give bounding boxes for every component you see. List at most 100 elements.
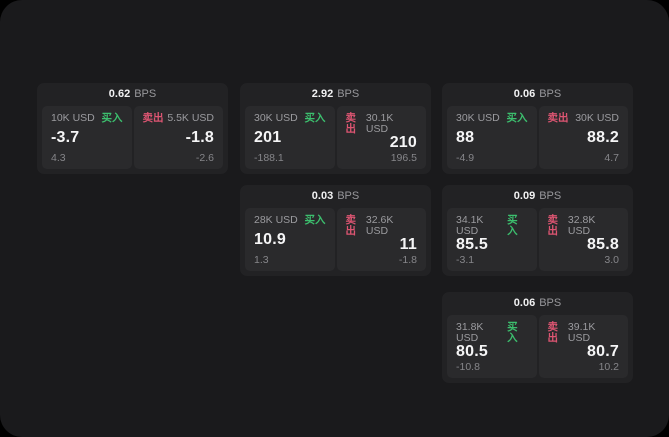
- buy-label: 买入: [101, 112, 123, 124]
- buy-price: 85.5: [456, 236, 488, 254]
- sell-label: 卖出: [345, 214, 357, 237]
- sell-labels-row: 卖出 32.8K USD: [548, 215, 620, 236]
- buy-label: 买入: [304, 112, 326, 124]
- buy-size: 30K USD: [254, 112, 298, 124]
- sell-label: 卖出: [547, 321, 559, 344]
- bps-value: 0.06: [513, 88, 536, 100]
- sell-size: 5.5K USD: [167, 112, 214, 124]
- card-header: 0.06 BPS: [442, 83, 633, 106]
- quote-panels: 31.8K USD 买入 80.5 -10.8 卖出 39.1K USD 80.…: [442, 315, 633, 383]
- buy-label: 买入: [304, 214, 326, 226]
- bps-value: 0.09: [513, 190, 536, 202]
- sell-price: 80.7: [587, 343, 619, 361]
- buy-size: 30K USD: [456, 112, 500, 124]
- sell-labels-row: 卖出 39.1K USD: [548, 322, 620, 343]
- sell-labels-row: 卖出 32.6K USD: [346, 215, 418, 236]
- buy-size: 34.1K USD: [456, 214, 484, 237]
- card-header: 0.62 BPS: [37, 83, 228, 106]
- sell-change: -1.8: [398, 253, 417, 266]
- buy-label: 买入: [507, 321, 518, 344]
- bps-unit-label: BPS: [337, 88, 360, 100]
- sell-size: 32.6K USD: [365, 214, 394, 237]
- quote-panels: 30K USD 买入 88 -4.9 卖出 30K USD 88.2 4.7: [442, 106, 633, 174]
- buy-labels-row: 34.1K USD 买入: [456, 215, 528, 236]
- quote-card: 0.62 BPS 10K USD 买入 -3.7 4.3 卖出 5.5K USD: [37, 83, 228, 174]
- card-header: 0.03 BPS: [240, 185, 431, 208]
- sell-price: 85.8: [587, 236, 619, 254]
- card-header: 2.92 BPS: [240, 83, 431, 106]
- buy-price: 201: [254, 129, 282, 146]
- bps-unit-label: BPS: [134, 88, 157, 100]
- bps-value: 0.03: [311, 190, 334, 202]
- buy-labels-row: 31.8K USD 买入: [456, 322, 528, 343]
- sell-label: 卖出: [547, 214, 559, 237]
- buy-labels-row: 28K USD 买入: [254, 215, 326, 226]
- sell-panel[interactable]: 卖出 30.1K USD 210 196.5: [336, 106, 426, 169]
- buy-change: -3.1: [456, 253, 475, 266]
- sell-labels-row: 卖出 30.1K USD: [346, 113, 418, 134]
- buy-labels-row: 30K USD 买入: [456, 113, 528, 124]
- sell-size: 30K USD: [575, 112, 619, 124]
- sell-labels-row: 卖出 30K USD: [548, 113, 620, 124]
- buy-panel[interactable]: 10K USD 买入 -3.7 4.3: [42, 106, 132, 169]
- buy-price: 88: [456, 129, 475, 146]
- buy-panel[interactable]: 30K USD 买入 201 -188.1: [245, 106, 335, 169]
- sell-price: 88.2: [587, 129, 619, 146]
- sell-label: 卖出: [345, 112, 357, 135]
- sell-panel[interactable]: 卖出 5.5K USD -1.8 -2.6: [133, 106, 223, 169]
- quote-panels: 30K USD 买入 201 -188.1 卖出 30.1K USD 210 1…: [240, 106, 431, 174]
- quote-card: 0.06 BPS 31.8K USD 买入 80.5 -10.8 卖出 39.1…: [442, 292, 633, 383]
- bps-unit-label: BPS: [539, 297, 562, 309]
- sell-labels-row: 卖出 5.5K USD: [143, 113, 215, 124]
- card-header: 0.06 BPS: [442, 292, 633, 315]
- buy-label: 买入: [506, 112, 528, 124]
- buy-change: 4.3: [51, 151, 66, 164]
- bps-value: 0.62: [108, 88, 131, 100]
- sell-price: 11: [399, 236, 417, 254]
- sell-size: 39.1K USD: [567, 321, 596, 344]
- quote-panels: 10K USD 买入 -3.7 4.3 卖出 5.5K USD -1.8 -2.…: [37, 106, 228, 174]
- buy-labels-row: 10K USD 买入: [51, 113, 123, 124]
- sell-size: 30.1K USD: [365, 112, 394, 135]
- buy-panel[interactable]: 31.8K USD 买入 80.5 -10.8: [447, 315, 537, 378]
- sell-change: 3.0: [604, 253, 619, 266]
- sell-panel[interactable]: 卖出 32.8K USD 85.8 3.0: [538, 208, 628, 271]
- quote-card: 0.09 BPS 34.1K USD 买入 85.5 -3.1 卖出 32.8K…: [442, 185, 633, 276]
- buy-price: 80.5: [456, 343, 488, 361]
- buy-change: -4.9: [456, 151, 475, 164]
- sell-panel[interactable]: 卖出 32.6K USD 11 -1.8: [336, 208, 426, 271]
- sell-price: 210: [389, 134, 417, 152]
- buy-panel[interactable]: 30K USD 买入 88 -4.9: [447, 106, 537, 169]
- buy-size: 28K USD: [254, 214, 298, 226]
- quote-card: 0.06 BPS 30K USD 买入 88 -4.9 卖出 30K USD: [442, 83, 633, 174]
- buy-size: 10K USD: [51, 112, 95, 124]
- bps-value: 0.06: [513, 297, 536, 309]
- bps-unit-label: BPS: [337, 190, 360, 202]
- sell-panel[interactable]: 卖出 30K USD 88.2 4.7: [538, 106, 628, 169]
- sell-label: 卖出: [142, 112, 164, 124]
- quote-card: 2.92 BPS 30K USD 买入 201 -188.1 卖出 30.1K …: [240, 83, 431, 174]
- sell-change: 196.5: [390, 151, 417, 164]
- buy-panel[interactable]: 28K USD 买入 10.9 1.3: [245, 208, 335, 271]
- sell-price: -1.8: [185, 129, 214, 146]
- sell-size: 32.8K USD: [567, 214, 596, 237]
- buy-change: 1.3: [254, 253, 269, 266]
- buy-label: 买入: [507, 214, 518, 237]
- sell-label: 卖出: [547, 112, 569, 124]
- buy-labels-row: 30K USD 买入: [254, 113, 326, 124]
- sell-change: 10.2: [598, 360, 619, 373]
- sell-panel[interactable]: 卖出 39.1K USD 80.7 10.2: [538, 315, 628, 378]
- sell-change: 4.7: [604, 151, 619, 164]
- buy-change: -10.8: [456, 360, 480, 373]
- quote-panels: 28K USD 买入 10.9 1.3 卖出 32.6K USD 11 -1.8: [240, 208, 431, 276]
- buy-price: 10.9: [254, 231, 286, 248]
- buy-panel[interactable]: 34.1K USD 买入 85.5 -3.1: [447, 208, 537, 271]
- buy-change: -188.1: [254, 151, 284, 164]
- sell-change: -2.6: [195, 151, 214, 164]
- bps-unit-label: BPS: [539, 88, 562, 100]
- quote-panels: 34.1K USD 买入 85.5 -3.1 卖出 32.8K USD 85.8…: [442, 208, 633, 276]
- quote-card: 0.03 BPS 28K USD 买入 10.9 1.3 卖出 32.6K US…: [240, 185, 431, 276]
- card-header: 0.09 BPS: [442, 185, 633, 208]
